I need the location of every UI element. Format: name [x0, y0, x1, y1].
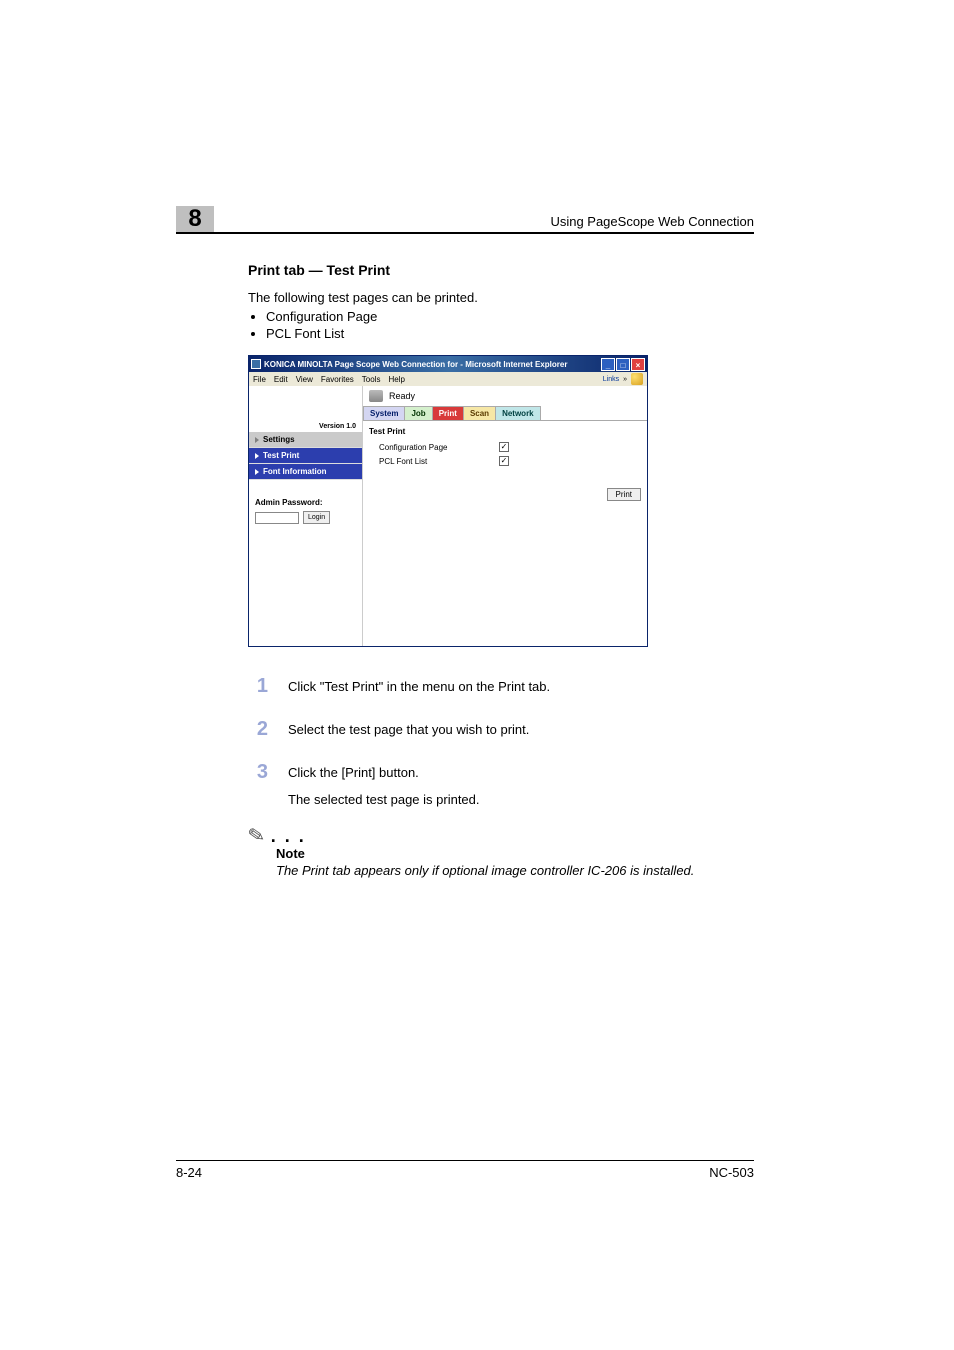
chevron-right-icon [255, 437, 259, 443]
list-item: Configuration Page [266, 309, 754, 324]
step-text: Select the test page that you wish to pr… [288, 718, 529, 741]
row-label: PCL Font List [369, 457, 499, 466]
admin-password-input[interactable] [255, 512, 299, 524]
table-row: PCL Font List ✓ [369, 454, 641, 468]
sidebar-item-label: Test Print [263, 451, 299, 460]
step-subtext: The selected test page is printed. [288, 792, 754, 807]
bullet-list: Configuration Page PCL Font List [248, 309, 754, 341]
tab-print[interactable]: Print [432, 406, 464, 420]
step-number: 2 [248, 718, 268, 741]
note-label: Note [276, 846, 754, 861]
note-block: ✎ . . . Note The Print tab appears only … [248, 823, 754, 878]
login-button[interactable]: Login [303, 511, 330, 524]
menu-tools[interactable]: Tools [362, 375, 381, 384]
dots-icon: . . . [271, 826, 306, 847]
tab-scan[interactable]: Scan [463, 406, 496, 420]
footer-doc: NC-503 [709, 1165, 754, 1180]
menu-bar: File Edit View Favorites Tools Help Link… [249, 372, 647, 386]
sidebar-item-settings[interactable]: Settings [249, 432, 362, 448]
sidebar-item-label: Font Information [263, 467, 327, 476]
sidebar-item-label: Settings [263, 435, 295, 444]
version-label: Version 1.0 [319, 423, 356, 430]
chapter-badge: 8 [176, 206, 214, 232]
menu-help[interactable]: Help [388, 375, 404, 384]
tab-network[interactable]: Network [495, 406, 541, 420]
step-number: 3 [248, 761, 268, 784]
table-row: Configuration Page ✓ [369, 440, 641, 454]
tab-system[interactable]: System [363, 406, 405, 420]
list-item: PCL Font List [266, 326, 754, 341]
step-text: Click the [Print] button. [288, 761, 419, 784]
step-text: Click "Test Print" in the menu on the Pr… [288, 675, 550, 698]
page-footer: 8-24 NC-503 [176, 1160, 754, 1180]
minimize-button[interactable]: _ [601, 358, 615, 371]
section-heading: Print tab — Test Print [248, 262, 754, 278]
close-button[interactable]: × [631, 358, 645, 371]
maximize-button[interactable]: □ [616, 358, 630, 371]
menu-favorites[interactable]: Favorites [321, 375, 354, 384]
header-rule [176, 232, 754, 234]
note-text: The Print tab appears only if optional i… [276, 863, 754, 878]
tab-job[interactable]: Job [404, 406, 432, 420]
row-label: Configuration Page [369, 443, 499, 452]
menu-view[interactable]: View [296, 375, 313, 384]
panel-title: Test Print [369, 427, 641, 436]
tab-bar: System Job Print Scan Network [363, 406, 647, 421]
norton-icon[interactable] [631, 373, 643, 385]
status-text: Ready [389, 391, 415, 401]
printer-icon [369, 390, 383, 402]
links-chevron-icon[interactable]: » [623, 376, 627, 383]
window-title: KONICA MINOLTA Page Scope Web Connection… [264, 360, 601, 369]
intro-text: The following test pages can be printed. [248, 290, 754, 305]
admin-password-label: Admin Password: [255, 498, 356, 507]
links-label[interactable]: Links [603, 376, 619, 383]
footer-page: 8-24 [176, 1165, 202, 1180]
window-titlebar: KONICA MINOLTA Page Scope Web Connection… [249, 356, 647, 372]
brand-area: Version 1.0 [249, 386, 362, 432]
chapter-title: Using PageScope Web Connection [550, 214, 754, 229]
checkbox-pcl-font-list[interactable]: ✓ [499, 456, 509, 466]
screenshot-window: KONICA MINOLTA Page Scope Web Connection… [248, 355, 648, 647]
chevron-right-icon [255, 453, 259, 459]
print-button[interactable]: Print [607, 488, 641, 501]
status-row: Ready [363, 386, 647, 406]
sidebar: Version 1.0 Settings Test Print Font Inf… [249, 386, 362, 646]
menu-edit[interactable]: Edit [274, 375, 288, 384]
chevron-right-icon [255, 469, 259, 475]
checkbox-config-page[interactable]: ✓ [499, 442, 509, 452]
ie-logo-icon [251, 359, 261, 369]
step-number: 1 [248, 675, 268, 698]
pencil-icon: ✎ [246, 822, 267, 850]
menu-file[interactable]: File [253, 375, 266, 384]
panel: Test Print Configuration Page ✓ PCL Font… [363, 421, 647, 646]
sidebar-item-test-print[interactable]: Test Print [249, 448, 362, 464]
sidebar-item-font-information[interactable]: Font Information [249, 464, 362, 480]
